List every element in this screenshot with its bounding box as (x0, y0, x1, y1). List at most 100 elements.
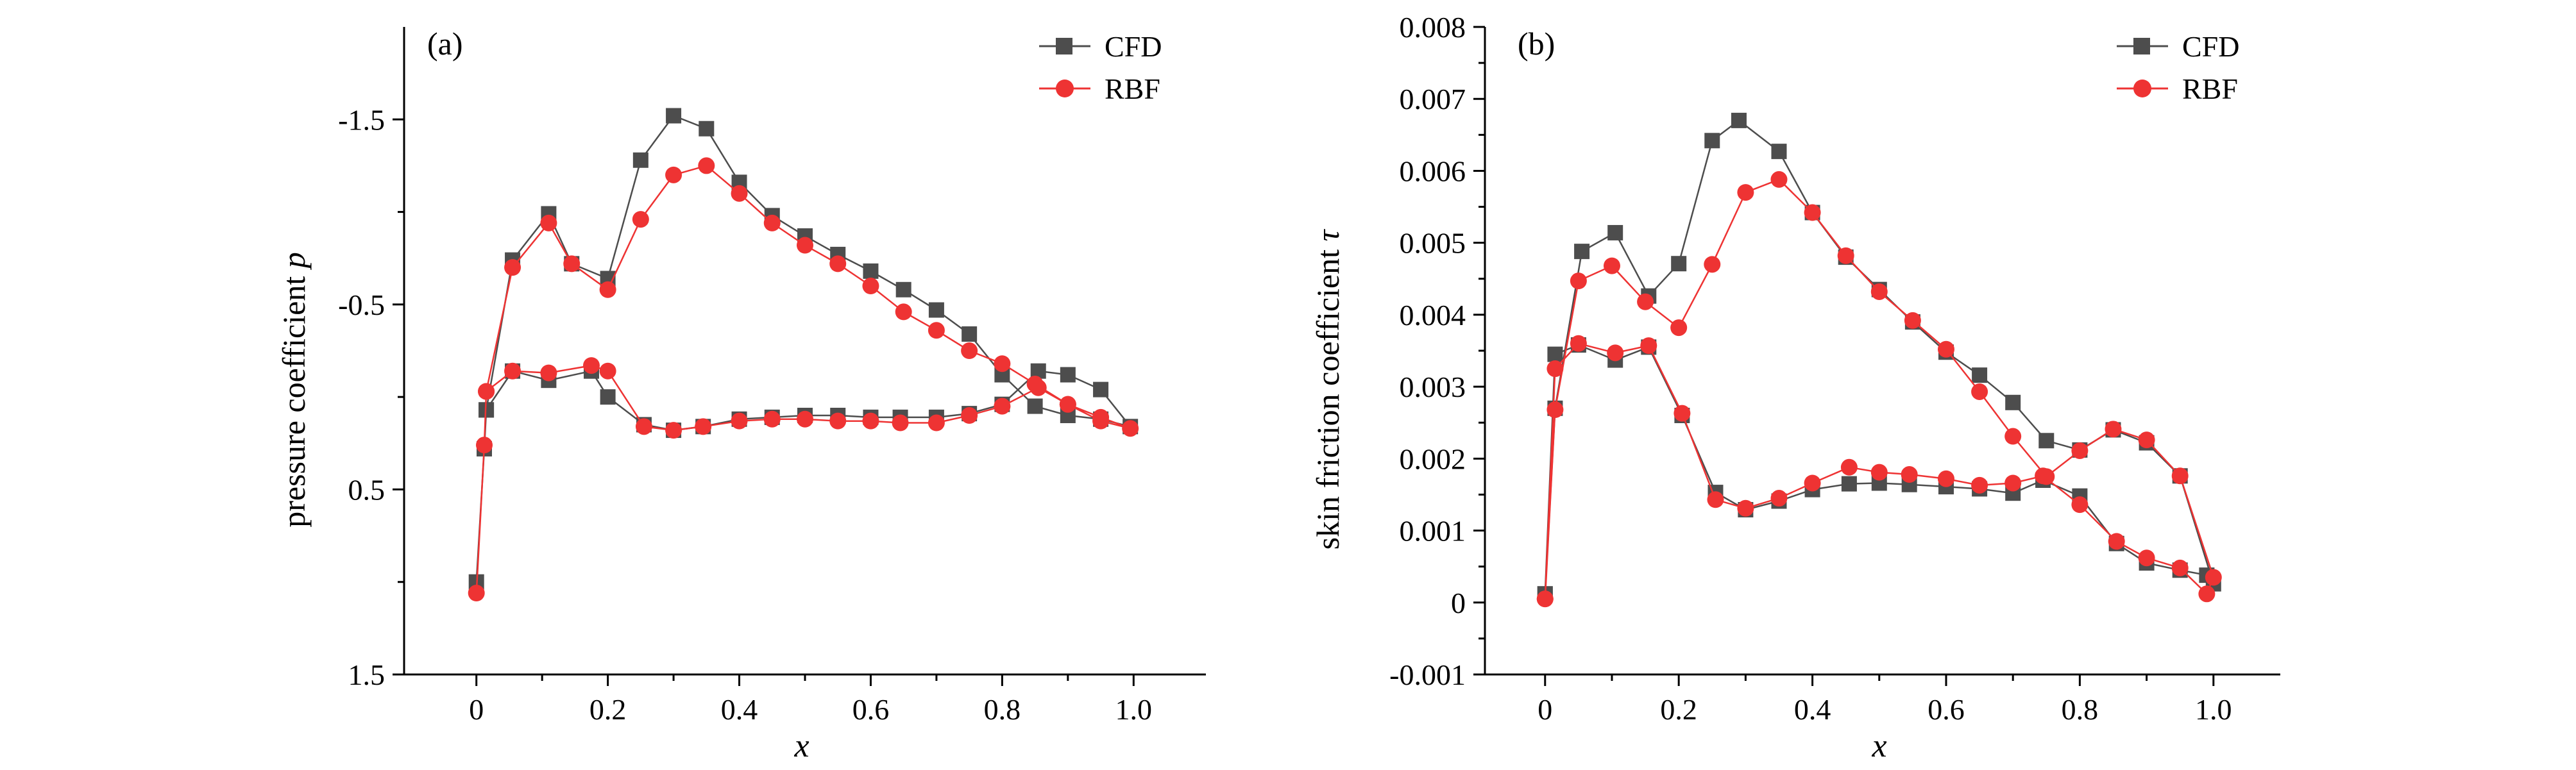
panel-b-x-tick-label: 0 (1538, 693, 1552, 726)
panel-b-rbf-point (1971, 476, 1988, 494)
panel-a-cfd-point (699, 121, 715, 137)
panel-b-rbf-point (2138, 431, 2155, 449)
panel-b-cfd-point (1607, 224, 1623, 240)
panel-b-cfd-point (1731, 112, 1747, 128)
panel-a-cfd-point (895, 281, 911, 297)
panel-a-rbf-point (468, 585, 485, 602)
panel-a-rbf-point (476, 437, 493, 454)
panel-b-rbf-point (1570, 335, 1587, 352)
panel-a-y-tick-label: -0.5 (338, 289, 385, 321)
panel-a-rbf-point (1122, 420, 1139, 437)
panel-a-x-tick-label: 0 (469, 693, 484, 726)
panel-a-rbf-markers (468, 157, 1139, 602)
panel-a-rbf-point (1026, 375, 1044, 392)
panel-b-rbf-point (1546, 360, 1564, 378)
panel-b-rbf-point (1737, 184, 1754, 201)
panel-b-rbf-point (1840, 458, 1858, 476)
panel-b-x-tick-label: 0.6 (1928, 693, 1965, 726)
panel-a-rbf-point (961, 407, 978, 424)
panel-b-legend: CFD RBF (2117, 30, 2239, 105)
panel-b-rbf-point (1770, 171, 1788, 188)
panel-a-cfd-point (1060, 367, 1076, 383)
panel-a-axes: 0 0.2 0.4 0.6 0.8 1.0 -1.5 -0.5 0.5 1.5 (338, 27, 1206, 726)
panel-a-plot-area (468, 108, 1139, 602)
panel-a-rbf-point (632, 211, 649, 228)
panel-b-legend-cfd-label: CFD (2182, 30, 2239, 63)
panel-a-rbf-point (731, 185, 748, 202)
panel-b-rbf-point (2198, 585, 2216, 603)
panel-b-rbf-point (1904, 312, 1921, 329)
panel-b-x-tick-label: 0.8 (2062, 693, 2099, 726)
panel-b-x-tick-label: 1.0 (2195, 693, 2232, 726)
panel-b-rbf-point (2171, 559, 2189, 576)
panel-a-rbf-point (892, 414, 909, 431)
panel-b-rbf-point (1837, 247, 1854, 264)
panel-a-cfd-point (1027, 398, 1043, 414)
panel-b-rbf-point (1901, 466, 1918, 483)
panel-a-rbf-point (731, 412, 748, 430)
panel-b-rbf-point (1707, 491, 1724, 508)
panel-a-x-tick-label: 0.2 (589, 693, 627, 726)
panel-a-cfd-point (1093, 381, 1109, 398)
panel-b-rbf-point (2205, 569, 2222, 586)
panel-a-rbf-point (829, 255, 847, 272)
panel-a-cfd-point (666, 108, 682, 124)
panel-b-y-tick-label: 0.001 (1400, 515, 1466, 548)
panel-a-ylabel-symbol: p (276, 252, 312, 270)
panel-b-cfd-point (1771, 144, 1787, 160)
panel-a-cfd-point (863, 263, 879, 279)
panel-a-ylabel: pressure coefficient p (276, 252, 312, 527)
panel-a-x-tick-label: 0.8 (984, 693, 1021, 726)
panel-b-rbf-point (2171, 467, 2189, 485)
panel-b-rbf-point (1670, 319, 1688, 337)
panel-a-rbf-point (563, 255, 580, 272)
panel-a-rbf-point (540, 364, 557, 381)
panel-b-y-tick-label: 0.006 (1400, 155, 1466, 187)
panel-a-rbf-point (478, 383, 495, 400)
panel-b-rbf-point (2071, 442, 2089, 459)
panel-a-rbf-point (599, 362, 616, 380)
panel-b-rbf-point (2138, 549, 2155, 567)
panel-b-rbf-point (1870, 464, 1888, 481)
panel-b-legend-rbf-marker (2133, 80, 2151, 97)
panel-b-rbf-markers (1536, 171, 2222, 608)
panel-b-rbf-point (2038, 468, 2055, 485)
panel-a-y-tick-label: 1.5 (348, 658, 386, 691)
panel-b-label: (b) (1518, 26, 1555, 62)
panel-b-y-tick-label: 0.004 (1400, 299, 1466, 331)
panel-b-rbf-point (1737, 499, 1754, 517)
panel-a-legend-cfd-marker (1056, 38, 1072, 54)
panel-b-rbf-point (2071, 496, 2089, 514)
panel-b-cfd-point (1547, 346, 1563, 362)
panel-a-x-tick-label: 0.4 (721, 693, 758, 726)
panel-a-legend-rbf-label: RBF (1105, 72, 1160, 105)
panel-a-rbf-point (599, 281, 616, 298)
panel-b-rbf-point (1971, 383, 1988, 400)
panel-b-rbf-point (1704, 256, 1721, 273)
panel-b-cfd-point (1574, 244, 1590, 260)
panel-b-legend-cfd-marker (2133, 38, 2150, 54)
panel-b-rbf-point (1570, 272, 1587, 290)
panel-b-rbf-point (2105, 421, 2122, 438)
panel-a-cfd-point (928, 302, 944, 318)
panel-b-ylabel-symbol: τ (1310, 229, 1346, 242)
panel-a-y-tick-label: 0.5 (348, 473, 386, 506)
panel-a-rbf-point (994, 355, 1011, 372)
panel-a-x-tick-label: 0.6 (852, 693, 890, 726)
panel-b-y-tick-label: 0.008 (1400, 11, 1466, 44)
panel-b-legend-rbf-label: RBF (2182, 72, 2238, 105)
panel-b-y-tick-label: 0.007 (1400, 83, 1466, 115)
panel-a-rbf-point (1092, 408, 1110, 426)
panel-b-rbf-point (1804, 474, 1821, 492)
panel-b-plot-area (1536, 112, 2222, 608)
panel-a-rbf-point (797, 237, 813, 254)
panel-a-rbf-point (763, 410, 781, 428)
panel-b-x-tick-label: 0.4 (1794, 693, 1831, 726)
panel-a-cfd-point (600, 389, 616, 405)
panel-a-rbf-point (665, 422, 682, 439)
panel-b-cfd-point (2038, 433, 2055, 449)
panel-b-rbf-point (1536, 590, 1554, 608)
panel-a-rbf-point (862, 412, 879, 430)
